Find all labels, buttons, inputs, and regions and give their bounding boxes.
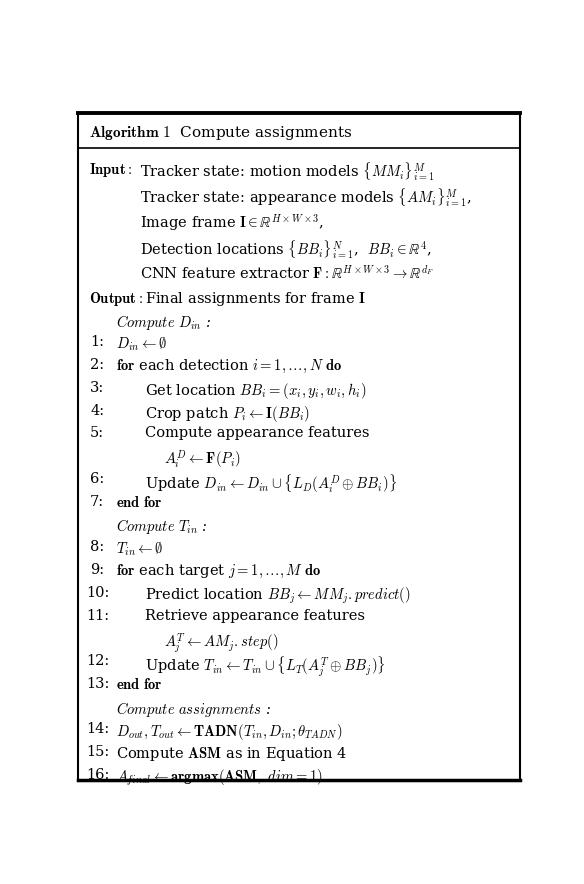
Text: $A_j^T \leftarrow AM_j.step()$: $A_j^T \leftarrow AM_j.step()$: [164, 631, 278, 655]
Text: 15:: 15:: [86, 745, 110, 759]
Text: Compute appearance features: Compute appearance features: [144, 426, 369, 440]
Text: Predict location $BB_j \leftarrow MM_j.predict()$: Predict location $BB_j \leftarrow MM_j.p…: [144, 586, 411, 606]
FancyBboxPatch shape: [78, 113, 520, 781]
Text: 7:: 7:: [90, 495, 105, 508]
Text: $T_{in} \leftarrow \emptyset$: $T_{in} \leftarrow \emptyset$: [116, 540, 164, 558]
Text: 16:: 16:: [86, 768, 110, 781]
Text: Get location $BB_i = (x_i, y_i, w_i, h_i)$: Get location $BB_i = (x_i, y_i, w_i, h_i…: [144, 381, 366, 401]
Text: Update $D_{in} \leftarrow D_{in} \cup \{L_D(A_i^D \oplus BB_i)\}$: Update $D_{in} \leftarrow D_{in} \cup \{…: [144, 472, 397, 495]
Text: $D_{in} \leftarrow \emptyset$: $D_{in} \leftarrow \emptyset$: [116, 335, 167, 353]
Text: $\mathbf{Output:}$: $\mathbf{Output:}$: [89, 290, 143, 308]
Text: 14:: 14:: [86, 722, 110, 736]
Text: Compute $\mathbf{ASM}$ as in Equation 4: Compute $\mathbf{ASM}$ as in Equation 4: [116, 745, 347, 763]
Text: $\mathbf{for}$ each target $j = 1, \ldots, M$ $\mathbf{do}$: $\mathbf{for}$ each target $j = 1, \ldot…: [116, 563, 322, 580]
Text: 2:: 2:: [90, 358, 105, 372]
Text: CNN feature extractor $\mathbf{F} : \mathbb{R}^{H\times W\times 3} \rightarrow \: CNN feature extractor $\mathbf{F} : \mat…: [140, 264, 434, 282]
Text: $\mathbf{end\ for}$: $\mathbf{end\ for}$: [116, 495, 163, 510]
Text: 13:: 13:: [86, 677, 110, 690]
Text: 12:: 12:: [86, 654, 110, 668]
Text: $A_i^D \leftarrow \mathbf{F}(P_i)$: $A_i^D \leftarrow \mathbf{F}(P_i)$: [164, 449, 240, 471]
Text: Detection locations $\{BB_i\}_{i=1}^{N}$,  $BB_i \in \mathbb{R}^{4}$,: Detection locations $\{BB_i\}_{i=1}^{N}$…: [140, 238, 432, 261]
Text: Tracker state: motion models $\{MM_i\}_{i=1}^{M}$: Tracker state: motion models $\{MM_i\}_{…: [140, 161, 434, 183]
Text: $\mathbf{Algorithm\ 1}$  Compute assignments: $\mathbf{Algorithm\ 1}$ Compute assignme…: [89, 124, 352, 141]
Text: 9:: 9:: [90, 563, 105, 577]
Text: Retrieve appearance features: Retrieve appearance features: [144, 608, 364, 622]
Text: 1:: 1:: [90, 335, 104, 349]
Text: $D_{out},T_{out} \leftarrow \mathbf{TADN}(T_{in}, D_{in}; \theta_{TADN})$: $D_{out},T_{out} \leftarrow \mathbf{TADN…: [116, 722, 342, 743]
Text: 5:: 5:: [90, 426, 105, 440]
Text: $\mathit{Compute\ assignments}$ :: $\mathit{Compute\ assignments}$ :: [116, 699, 272, 719]
Text: Image frame $\mathbf{I} \in \mathbb{R}^{H\times W\times 3}$,: Image frame $\mathbf{I} \in \mathbb{R}^{…: [140, 212, 324, 233]
Text: 11:: 11:: [86, 608, 110, 622]
Text: Crop patch $P_i \leftarrow \mathbf{I}(BB_i)$: Crop patch $P_i \leftarrow \mathbf{I}(BB…: [144, 404, 310, 423]
Text: $A_{final} \leftarrow \mathbf{argmax}(\mathbf{ASM},\ dim = 1)$: $A_{final} \leftarrow \mathbf{argmax}(\m…: [116, 768, 323, 789]
Text: $\mathbf{Input:}$: $\mathbf{Input:}$: [89, 161, 132, 179]
Text: $\mathbf{end\ for}$: $\mathbf{end\ for}$: [116, 677, 163, 692]
Text: $\mathbf{for}$ each detection $i = 1, \ldots, N$ $\mathbf{do}$: $\mathbf{for}$ each detection $i = 1, \l…: [116, 358, 342, 376]
Text: Tracker state: appearance models $\{AM_i\}_{i=1}^{M}$,: Tracker state: appearance models $\{AM_i…: [140, 187, 471, 209]
Text: 6:: 6:: [90, 472, 105, 486]
Text: 4:: 4:: [90, 404, 105, 417]
Text: Update $T_{in} \leftarrow T_{in} \cup \{L_T(A_j^T \oplus BB_j)\}$: Update $T_{in} \leftarrow T_{in} \cup \{…: [144, 654, 385, 679]
Text: 10:: 10:: [86, 586, 110, 599]
Text: $\mathit{Compute}\ D_{in}$ :: $\mathit{Compute}\ D_{in}$ :: [116, 313, 211, 332]
Text: Final assignments for frame $\mathbf{I}$: Final assignments for frame $\mathbf{I}$: [144, 290, 366, 308]
Text: $\mathit{Compute}\ T_{in}$ :: $\mathit{Compute}\ T_{in}$ :: [116, 517, 208, 537]
Text: 3:: 3:: [90, 381, 105, 395]
Text: 8:: 8:: [90, 540, 105, 554]
